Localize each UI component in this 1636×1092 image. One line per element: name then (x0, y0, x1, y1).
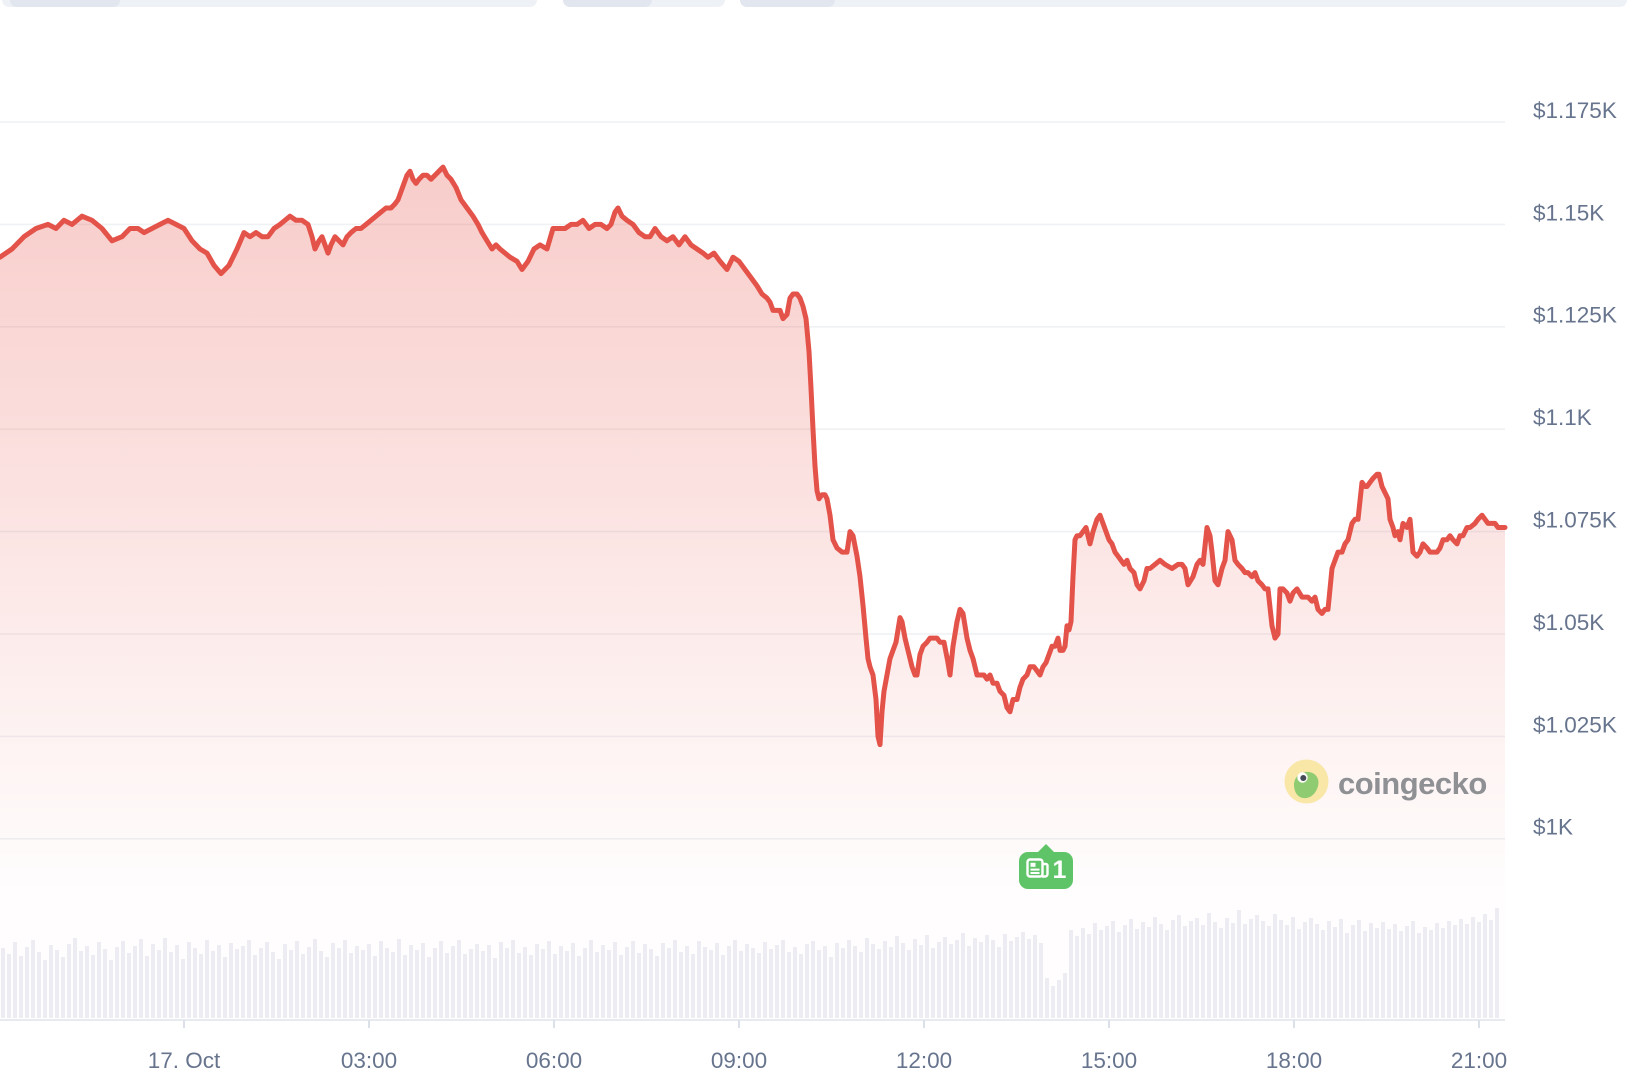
y-axis-label: $1.15K (1533, 200, 1604, 225)
clipped-control-strip-right[interactable] (740, 0, 1627, 7)
x-axis-label: 06:00 (526, 1048, 582, 1073)
clipped-control-segment[interactable] (740, 0, 835, 7)
clipped-control-segment[interactable] (563, 0, 652, 7)
x-axis-labels: 17. Oct 03:00 06:00 09:00 12:00 15:00 18:00 21:… (148, 1048, 1507, 1073)
clipped-control-strip-left[interactable] (2, 0, 537, 7)
y-axis-label: $1.175K (1533, 98, 1617, 123)
price-area-fill (0, 167, 1505, 1019)
x-axis-label: 03:00 (341, 1048, 397, 1073)
news-count: 1 (1052, 856, 1067, 884)
news-annotation-badge[interactable]: 1 (1019, 844, 1073, 889)
y-axis-labels: $1.175K $1.15K $1.125K $1.1K $1.075K $1.05K $1… (1533, 98, 1617, 840)
price-line[interactable] (0, 164, 1508, 748)
y-axis-label: $1.125K (1533, 303, 1617, 328)
x-axis-label: 21:00 (1451, 1048, 1507, 1073)
newspaper-icon (1025, 856, 1049, 885)
clipped-control-strip-middle[interactable] (563, 0, 725, 7)
y-axis-label: $1.025K (1533, 712, 1617, 737)
x-axis-line (0, 1019, 1505, 1028)
x-axis-label: 09:00 (711, 1048, 767, 1073)
x-axis-label: 15:00 (1081, 1048, 1137, 1073)
y-axis-label: $1.05K (1533, 610, 1604, 635)
y-axis-label: $1.1K (1533, 405, 1592, 430)
y-axis-label: $1.075K (1533, 508, 1617, 533)
clipped-control-selected-segment[interactable] (10, 0, 120, 7)
x-axis-label: 17. Oct (148, 1048, 221, 1073)
y-axis-label: $1K (1533, 815, 1573, 840)
x-axis-label: 18:00 (1266, 1048, 1322, 1073)
x-axis-label: 12:00 (896, 1048, 952, 1073)
badge-pointer (1037, 844, 1055, 853)
price-area-series[interactable] (0, 164, 1508, 1019)
